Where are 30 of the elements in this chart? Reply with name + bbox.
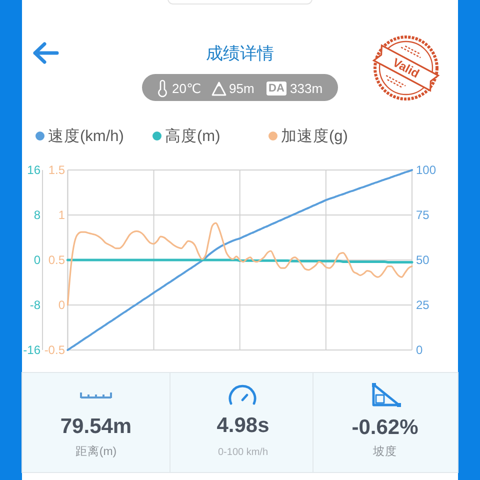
text: 95m <box>229 80 254 96</box>
text: 79.54m <box>60 414 132 438</box>
text: -0.62% <box>352 416 419 438</box>
y3-tick-label: 0 <box>58 298 66 312</box>
y3-tick-label: -0.5 <box>44 343 66 357</box>
chart-title: 成绩详情 <box>206 44 274 62</box>
text: 坡度 <box>372 444 397 458</box>
y-tick-label: 8 <box>34 208 41 222</box>
legend-label: 高度(m) <box>165 126 220 144</box>
text: 333m <box>290 80 323 96</box>
y-tick-label: -8 <box>30 298 41 312</box>
y2-tick-label: 50 <box>416 253 430 267</box>
line-series <box>66 169 413 351</box>
y3-tick-label: 1.5 <box>48 163 66 177</box>
legend-label: 速度(km/h) <box>48 126 124 144</box>
y2-tick-label: 75 <box>416 208 430 222</box>
text: 0-100 km/h <box>218 446 268 458</box>
legend-label: 加速度(g) <box>281 126 348 144</box>
y-tick-label: 16 <box>27 163 41 177</box>
y3-tick-label: 0.5 <box>48 253 66 267</box>
text: 距离(m) <box>75 444 117 458</box>
y2-tick-label: 0 <box>416 343 423 357</box>
text: 20℃ <box>172 80 202 96</box>
text: 4.98s <box>216 414 270 436</box>
y2-tick-label: 25 <box>416 298 430 312</box>
y-tick-label: -16 <box>23 343 41 357</box>
line-series <box>66 222 413 306</box>
y3-tick-label: 1 <box>58 208 66 222</box>
y-tick-label: 0 <box>34 253 41 267</box>
y2-tick-label: 100 <box>416 163 436 177</box>
